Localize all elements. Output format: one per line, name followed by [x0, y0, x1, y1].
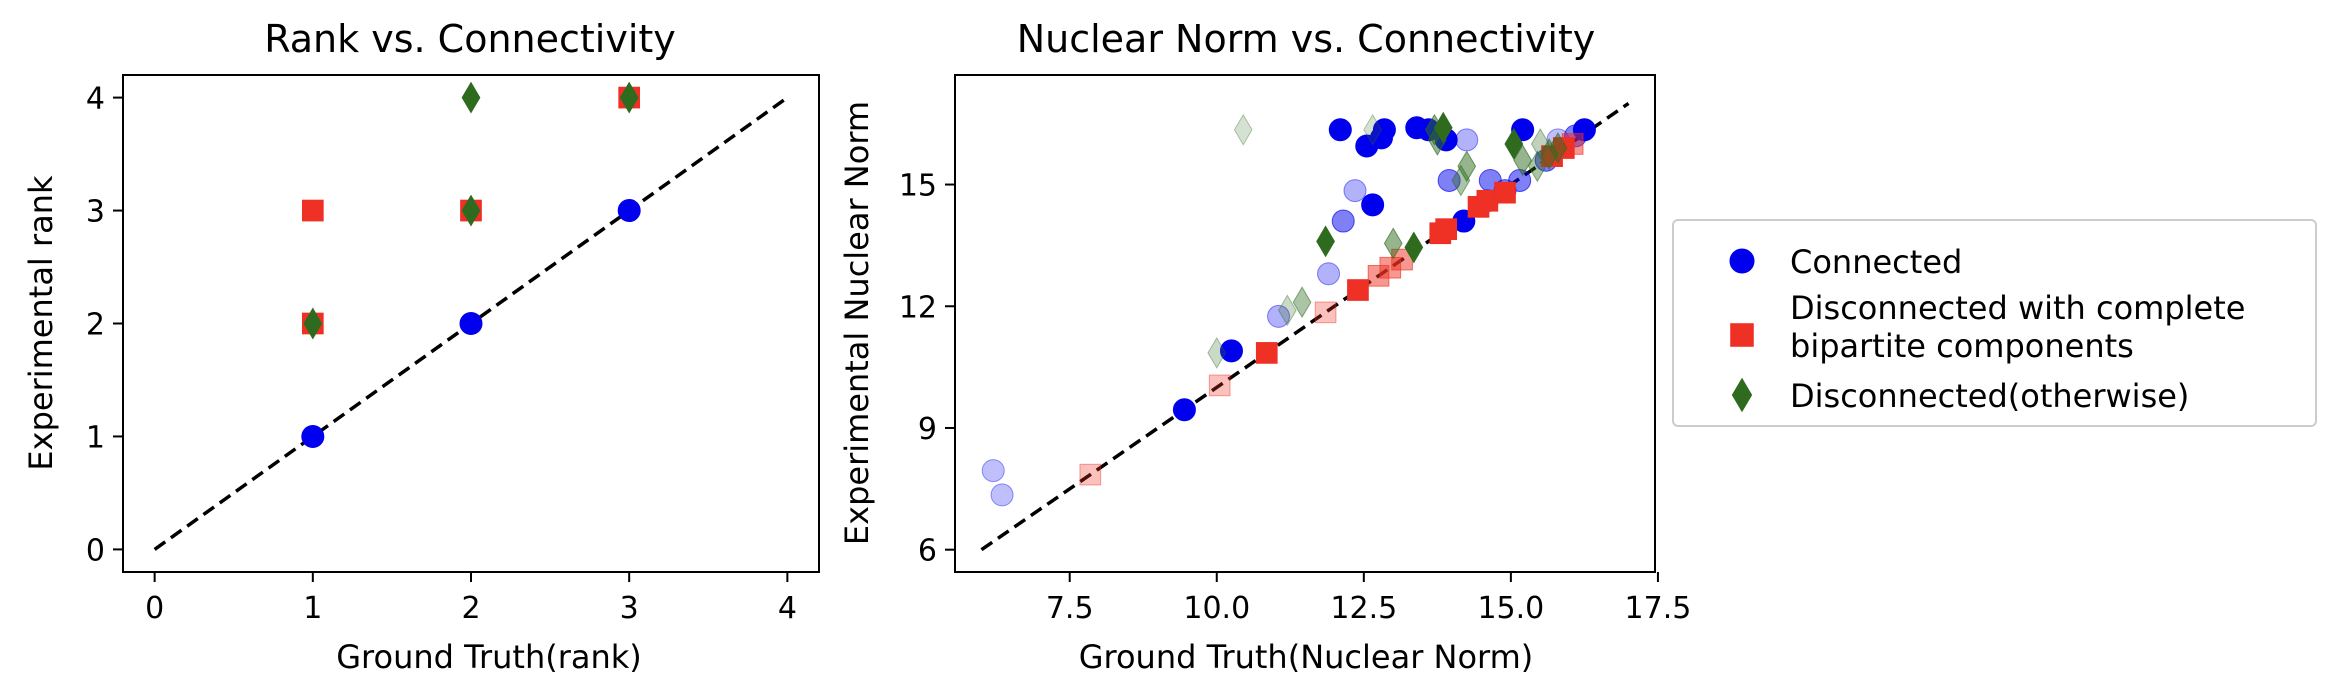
rank-plot-frame [122, 74, 820, 573]
diamond-point [1383, 227, 1403, 260]
square-marker-glyph [1730, 323, 1754, 347]
nuclear-reference-line [980, 101, 1630, 552]
circle-point [1172, 398, 1196, 422]
x-tick-label: 17.5 [1625, 591, 1692, 626]
square-point [1494, 181, 1516, 204]
legend-label: Disconnected(otherwise) [1790, 377, 2190, 415]
square-point [1314, 301, 1337, 324]
x-tick-label: 3 [620, 591, 639, 626]
circle-point [301, 424, 325, 448]
rank-x-axis-label: Ground Truth(rank) [336, 638, 642, 676]
x-tick-label: 4 [778, 591, 797, 626]
diamond-point [461, 81, 481, 114]
diamond-point [1363, 113, 1383, 146]
diamond-point [1457, 150, 1477, 183]
diamond-point [1548, 132, 1568, 164]
legend-label: Disconnected with complete bipartite com… [1790, 289, 2246, 365]
circle-point [1437, 168, 1461, 192]
circle-point [1455, 128, 1479, 152]
x-tick-label: 2 [461, 591, 480, 626]
diamond-point [1513, 144, 1533, 177]
x-tick-label: 10.0 [1183, 591, 1250, 626]
square-point [301, 199, 324, 222]
x-tick-label: 15.0 [1477, 591, 1544, 626]
x-tick-label: 0 [145, 591, 164, 626]
diamond-point [1404, 231, 1424, 264]
diamond-point [461, 194, 481, 227]
circle-point [981, 459, 1005, 483]
y-tick-label: 4 [86, 82, 105, 117]
circle-point [1219, 339, 1243, 363]
diamond-point [1292, 286, 1312, 319]
circle-point [1328, 118, 1352, 142]
diamond-point [1277, 294, 1297, 327]
square-point [1208, 374, 1231, 397]
x-tick-label: 7.5 [1046, 591, 1094, 626]
identity-line [980, 101, 1630, 552]
circle-marker-icon [1729, 248, 1755, 274]
circle-point [1361, 193, 1385, 217]
diamond-point [1451, 164, 1471, 197]
rank-ticks: 0 1 2 3 4 0 1 2 3 4 [86, 82, 797, 626]
circle-point [1317, 262, 1341, 286]
y-tick-label: 12 [899, 290, 937, 325]
circle-point [459, 312, 483, 335]
y-tick-label: 3 [86, 195, 105, 230]
circle-point [1369, 126, 1393, 150]
y-tick-label: 15 [899, 169, 937, 204]
y-tick-label: 1 [86, 420, 105, 455]
circle-point [617, 199, 641, 223]
circle-marker-glyph [1729, 248, 1755, 274]
x-tick-label: 12.5 [1330, 591, 1397, 626]
rank-chart-title: Rank vs. Connectivity [264, 17, 676, 61]
diamond-point [1504, 128, 1524, 160]
circle-point [1343, 179, 1367, 203]
circle-point [990, 483, 1014, 507]
diamond-point [1233, 113, 1253, 146]
rank-y-axis-label: Experimental rank [22, 175, 60, 471]
y-tick-label: 0 [86, 533, 105, 568]
circle-point [1267, 304, 1291, 328]
nuclear-plot-frame [954, 74, 1656, 573]
legend-label: Connected [1790, 243, 1963, 281]
diamond-point [1433, 111, 1453, 144]
square-point [1347, 279, 1369, 301]
diamond-point [1207, 336, 1227, 369]
nuclear-y-axis-label: Experimental Nuclear Norm [838, 101, 876, 545]
diamond-marker-icon [1731, 377, 1753, 413]
diamond-point [303, 307, 323, 340]
diamond-marker-glyph [1731, 377, 1753, 413]
square-marker-icon [1730, 323, 1754, 347]
nuclear-norm-panel: Nuclear Norm vs. Connectivity Ground Tru… [838, 17, 1691, 676]
nuclear-x-axis-label: Ground Truth(Nuclear Norm) [1079, 638, 1534, 676]
diamond-point [1316, 225, 1335, 258]
y-tick-label: 6 [918, 534, 937, 569]
rank-panel: Rank vs. Connectivity Ground Truth(rank)… [22, 17, 820, 676]
square-point [1435, 218, 1458, 241]
rank-data-points [301, 81, 641, 448]
y-tick-label: 9 [918, 412, 937, 447]
diamond-point [1527, 150, 1547, 183]
square-point [1255, 342, 1278, 364]
legend: Connected Disconnected with complete bip… [1672, 219, 2317, 427]
nuclear-data-points [981, 111, 1596, 507]
y-tick-label: 2 [86, 308, 105, 343]
x-tick-label: 1 [303, 591, 322, 626]
diamond-point [619, 81, 639, 114]
nuclear-ticks: 7.5 10.0 12.5 15.0 17.5 6 9 12 15 [899, 169, 1692, 626]
nuclear-chart-title: Nuclear Norm vs. Connectivity [1017, 17, 1596, 61]
circle-point [1331, 209, 1355, 233]
square-point [1079, 463, 1102, 486]
